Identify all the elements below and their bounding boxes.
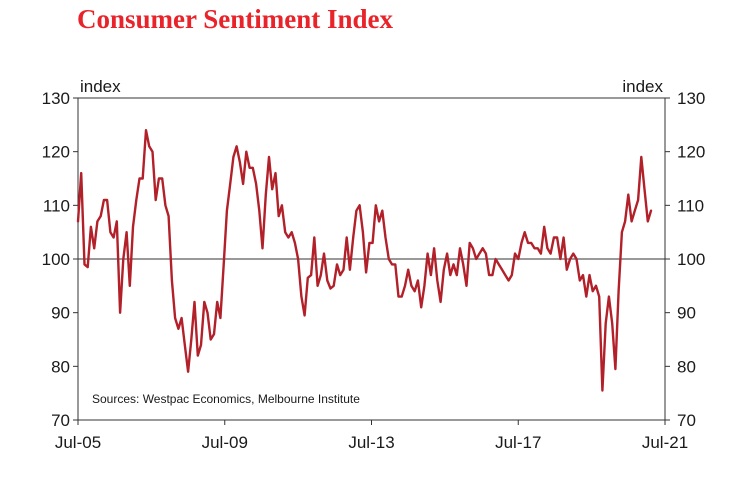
x-tick-label: Jul-05	[55, 433, 101, 452]
left-axis-unit-label: index	[80, 77, 121, 96]
right-y-axis: 70 80 90 100 110 120 130	[665, 89, 705, 430]
x-tick-label: Jul-21	[642, 433, 688, 452]
left-y-axis: 70 80 90 100 110 120 130	[42, 89, 78, 430]
left-y-tick-label: 120	[42, 143, 70, 162]
left-y-tick-label: 80	[51, 357, 70, 376]
left-y-tick-label: 110	[43, 196, 70, 215]
left-y-tick-label: 70	[51, 411, 70, 430]
chart-title: Consumer Sentiment Index	[77, 4, 394, 34]
right-axis-unit-label: index	[622, 77, 663, 96]
x-tick-label: Jul-09	[202, 433, 248, 452]
series-line-consumer-sentiment	[76, 129, 653, 392]
right-y-tick-label: 70	[677, 411, 696, 430]
x-tick-label: Jul-13	[348, 433, 394, 452]
left-y-tick-label: 100	[42, 250, 70, 269]
x-axis: Jul-05 Jul-09 Jul-13 Jul-17 Jul-21	[55, 420, 688, 452]
right-y-tick-label: 100	[677, 250, 705, 269]
source-note: Sources: Westpac Economics, Melbourne In…	[92, 392, 360, 406]
right-y-tick-label: 130	[677, 89, 705, 108]
right-y-tick-label: 80	[677, 357, 696, 376]
right-y-tick-label: 90	[677, 304, 696, 323]
left-y-tick-label: 90	[51, 304, 70, 323]
right-y-tick-label: 120	[677, 143, 705, 162]
right-y-tick-label: 110	[677, 196, 704, 215]
left-y-tick-label: 130	[42, 89, 70, 108]
x-tick-label: Jul-17	[495, 433, 541, 452]
